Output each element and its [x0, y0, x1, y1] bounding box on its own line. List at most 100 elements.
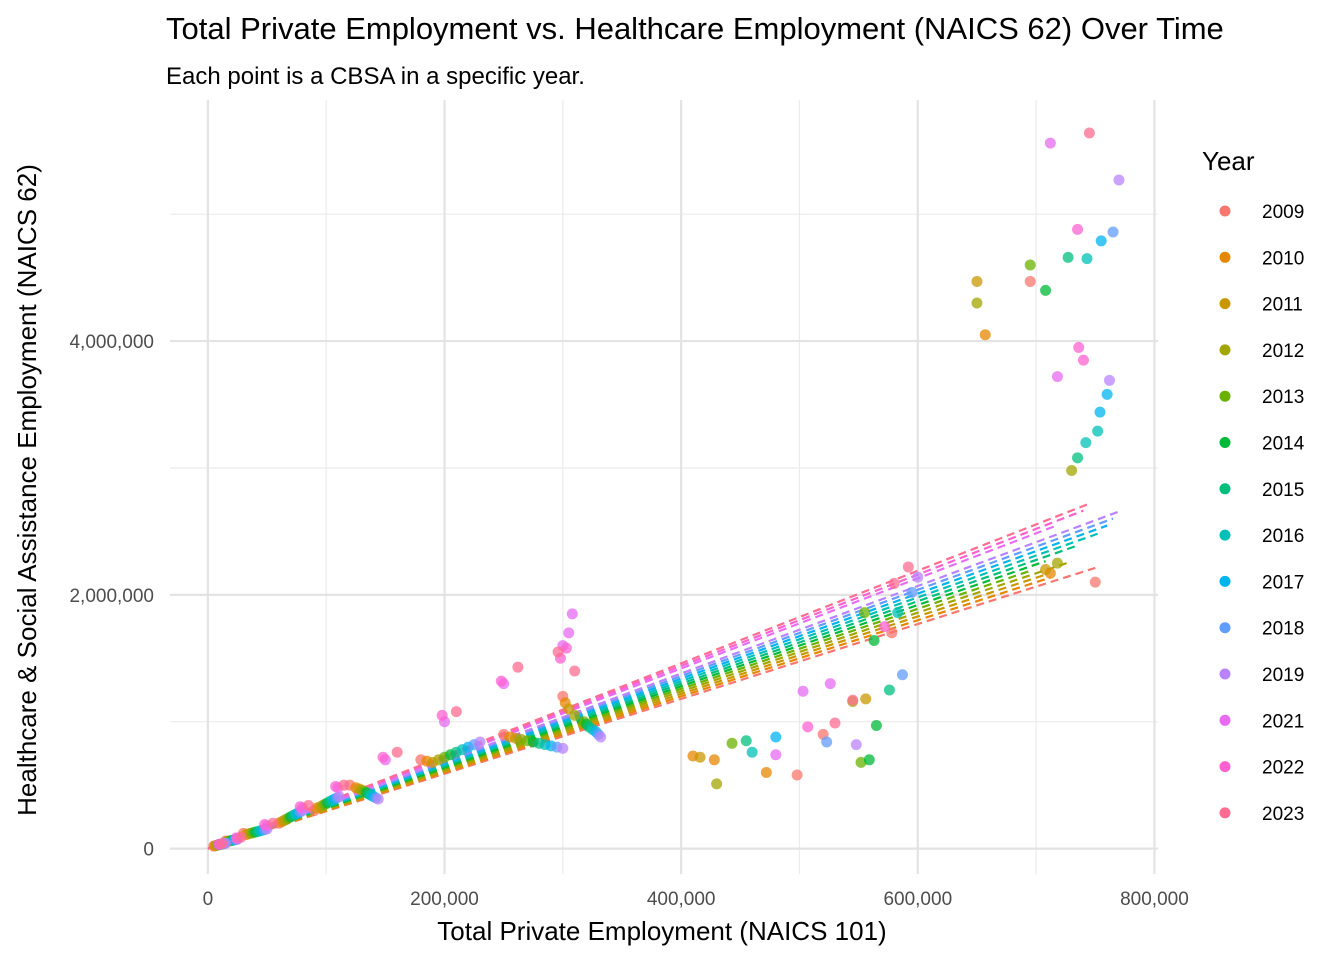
point-2019: [372, 793, 384, 805]
point-2013: [1024, 259, 1036, 271]
legend-key-2023: [1219, 807, 1231, 819]
point-2023: [552, 646, 564, 658]
point-2011: [860, 693, 872, 705]
point-2016: [1092, 425, 1104, 437]
legend: Year 2009 2010 2011 2012 2013 2014 2015 2016 201…: [1202, 146, 1305, 825]
legend-label-2016: 2016: [1262, 526, 1304, 547]
legend-key-2010: [1219, 251, 1231, 263]
x-tick-label: 600,000: [883, 889, 952, 910]
point-2023: [338, 779, 350, 791]
point-2019: [850, 739, 862, 751]
legend-key-2011: [1219, 298, 1231, 310]
point-2022: [259, 819, 271, 831]
point-2019: [595, 731, 607, 743]
point-2019: [557, 742, 569, 754]
legend-title: Year: [1202, 146, 1255, 176]
point-2013: [859, 607, 871, 619]
legend-label-2019: 2019: [1262, 665, 1304, 686]
point-2012: [971, 297, 983, 309]
point-2022: [377, 751, 389, 763]
point-2023: [1083, 127, 1095, 139]
point-2013: [726, 737, 738, 749]
point-2023: [829, 717, 841, 729]
point-2023: [512, 661, 524, 673]
point-2022: [495, 675, 507, 687]
trend-line-2009: [207, 566, 1096, 850]
chart-subtitle: Each point is a CBSA in a specific year.: [166, 63, 585, 90]
point-2022: [879, 621, 891, 633]
point-2023: [302, 799, 314, 811]
point-2023: [216, 838, 228, 850]
x-tick-label: 200,000: [410, 889, 479, 910]
point-2010: [760, 766, 772, 778]
point-2019: [1113, 174, 1125, 186]
legend-label-2018: 2018: [1262, 619, 1304, 640]
point-2012: [569, 709, 581, 721]
trend-line-2012: [207, 560, 1072, 850]
point-2018: [821, 736, 833, 748]
point-2009: [791, 769, 803, 781]
x-axis-ticks: 0 200,000 400,000 600,000 800,000: [203, 889, 1189, 910]
point-2016: [1081, 253, 1093, 265]
legend-label-2014: 2014: [1262, 434, 1305, 455]
legend-key-2017: [1219, 575, 1231, 587]
legend-label-2011: 2011: [1262, 295, 1303, 316]
point-2022: [330, 780, 342, 792]
point-2015: [740, 735, 752, 747]
legend-label-2009: 2009: [1262, 202, 1304, 223]
point-2021: [770, 749, 782, 761]
y-tick-label: 2,000,000: [69, 586, 154, 607]
legend-key-2013: [1219, 390, 1231, 402]
legend-label-2015: 2015: [1262, 480, 1304, 501]
grid-lines: [170, 100, 1158, 874]
trend-line-2015: [207, 544, 1078, 850]
y-tick-label: 4,000,000: [69, 332, 154, 353]
point-2012: [1066, 465, 1078, 477]
y-tick-label: 0: [143, 840, 154, 861]
point-2023: [569, 665, 581, 677]
x-tick-label: 800,000: [1120, 889, 1189, 910]
x-tick-label: 0: [203, 889, 214, 910]
legend-key-2009: [1219, 205, 1231, 217]
legend-key-2021: [1219, 714, 1231, 726]
point-2011: [971, 275, 983, 287]
legend-label-2013: 2013: [1262, 387, 1304, 408]
point-2023: [902, 561, 914, 573]
point-2012: [1051, 557, 1063, 569]
legend-key-2015: [1219, 483, 1231, 495]
point-2017: [1094, 406, 1106, 418]
legend-label-2012: 2012: [1262, 341, 1304, 362]
point-2011: [694, 751, 706, 763]
point-2022: [436, 709, 448, 721]
point-2022: [1073, 341, 1085, 353]
legend-key-2014: [1219, 437, 1231, 448]
point-2023: [267, 817, 279, 829]
point-2015: [1062, 251, 1074, 263]
x-tick-label: 400,000: [647, 889, 716, 910]
chart-title: Total Private Employment vs. Healthcare …: [166, 11, 1224, 46]
point-2023: [235, 831, 247, 843]
point-2022: [1072, 223, 1084, 235]
legend-key-2019: [1219, 668, 1231, 680]
point-2016: [746, 746, 758, 758]
point-2016: [892, 607, 904, 619]
legend-key-2018: [1219, 622, 1231, 634]
y-axis-label: Healthcare & Social Assistance Employmen…: [12, 164, 42, 816]
point-2021: [1051, 371, 1063, 383]
legend-label-2010: 2010: [1262, 248, 1304, 269]
point-2019: [474, 736, 486, 748]
legend-key-2012: [1219, 344, 1231, 356]
point-2021: [797, 685, 809, 697]
point-2019: [912, 571, 924, 583]
point-2019: [333, 791, 345, 803]
point-2022: [294, 801, 306, 813]
point-2023: [847, 694, 859, 706]
point-2010: [708, 754, 720, 766]
point-2021: [566, 608, 578, 620]
point-2014: [870, 720, 882, 732]
point-2015: [1072, 452, 1084, 464]
legend-label-2023: 2023: [1262, 804, 1304, 825]
point-2022: [1077, 354, 1089, 366]
